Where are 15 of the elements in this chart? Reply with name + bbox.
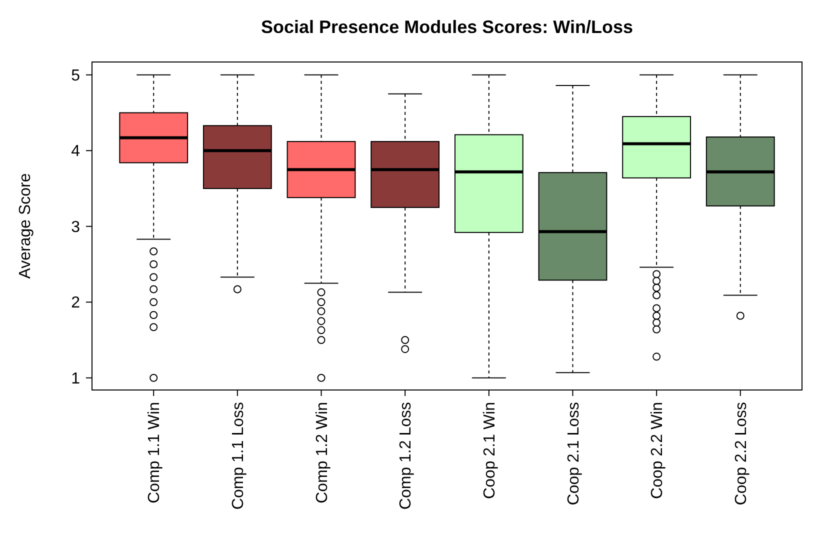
x-tick-label: Comp 1.1 Loss (230, 402, 248, 510)
chart-title: Social Presence Modules Scores: Win/Loss (261, 17, 633, 37)
x-tick-label: Comp 1.2 Loss (398, 402, 415, 510)
y-axis-title: Average Score (17, 173, 34, 279)
x-tick-label: Coop 2.2 Loss (732, 402, 750, 506)
x-tick-label: Coop 2.2 Win (649, 402, 666, 499)
x-tick-label: Comp 1.1 Win (146, 402, 164, 504)
x-tick-label: Coop 2.1 Win (482, 402, 499, 499)
y-tick-label: 4 (71, 143, 80, 160)
y-tick-label: 2 (71, 294, 80, 312)
y-tick-label: 5 (71, 67, 80, 84)
y-tick-label: 1 (71, 370, 80, 388)
x-tick-label: Comp 1.2 Win (314, 402, 331, 504)
y-tick-label: 3 (71, 218, 80, 236)
x-tick-label: Coop 2.1 Loss (565, 402, 582, 506)
